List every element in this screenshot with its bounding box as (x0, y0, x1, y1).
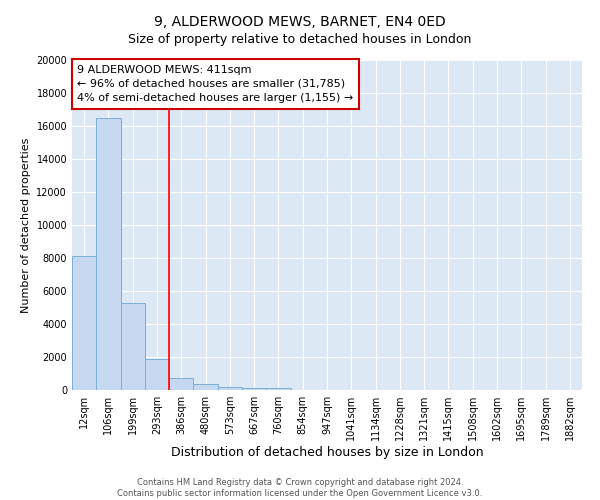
Bar (193, 384, 218, 390)
Text: Contains HM Land Registry data © Crown copyright and database right 2024.
Contai: Contains HM Land Registry data © Crown c… (118, 478, 482, 498)
Bar (96, 118, 121, 390)
X-axis label: Distribution of detached houses by size in London: Distribution of detached houses by size … (170, 446, 484, 459)
Bar (169, 378, 193, 390)
Bar (218, 386, 242, 390)
Text: 9 ALDERWOOD MEWS: 411sqm
← 96% of detached houses are smaller (31,785)
4% of sem: 9 ALDERWOOD MEWS: 411sqm ← 96% of detach… (77, 65, 353, 103)
Text: 9, ALDERWOOD MEWS, BARNET, EN4 0ED: 9, ALDERWOOD MEWS, BARNET, EN4 0ED (154, 15, 446, 29)
Bar (121, 302, 145, 390)
Text: Size of property relative to detached houses in London: Size of property relative to detached ho… (128, 32, 472, 46)
Bar (266, 388, 290, 390)
Bar (145, 360, 169, 390)
Bar (242, 388, 266, 390)
Bar (72, 256, 96, 390)
Y-axis label: Number of detached properties: Number of detached properties (21, 138, 31, 312)
